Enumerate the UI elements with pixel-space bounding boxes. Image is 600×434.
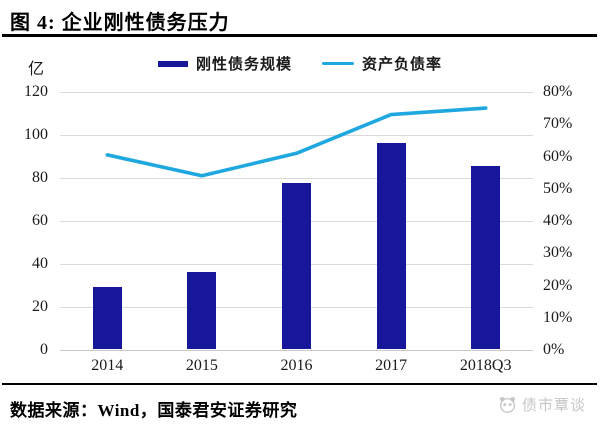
left-axis-tick: 120: [24, 83, 48, 100]
bar-2015: [187, 271, 217, 349]
data-source-note: 数据来源：Wind，国泰君安证券研究: [10, 401, 298, 420]
left-axis-tick: 20: [32, 298, 48, 315]
right-axis-tick: 70%: [543, 115, 573, 133]
chart-legend: 刚性债务规模 资产负债率: [0, 53, 600, 74]
x-axis-baseline: [60, 350, 533, 351]
figure-bottom-divider: [2, 383, 597, 385]
watermark-text: 债市覃谈: [521, 398, 586, 414]
plot-area: [60, 92, 533, 351]
x-axis-tick: 2014: [91, 357, 124, 374]
line-series: [105, 106, 488, 178]
line-series-swatch: [322, 61, 354, 66]
bar-2018Q3: [471, 166, 501, 349]
asset-liability-ratio-line: [105, 106, 488, 178]
x-axis-tick: 2015: [185, 357, 218, 374]
right-axis-tick: 60%: [543, 147, 573, 165]
panda-logo-icon: [499, 396, 515, 413]
bar-2017: [376, 142, 406, 349]
bar-series-swatch: [157, 60, 188, 67]
left-axis-tick: 60: [32, 212, 48, 229]
title-divider: [2, 34, 597, 37]
gridline: [60, 92, 533, 93]
x-axis-tick: 2018Q3: [459, 357, 512, 374]
x-axis-tick: 2017: [375, 357, 408, 374]
left-axis-tick: 80: [32, 169, 48, 186]
gridline: [60, 178, 533, 179]
right-axis-tick: 80%: [543, 83, 573, 100]
bar-series-label: 刚性债务规模: [195, 57, 292, 73]
left-axis-tick: 40: [32, 255, 48, 272]
right-axis: 80% 70% 60% 50% 40% 30% 20% 10% 0%: [543, 83, 593, 358]
x-axis-tick: 2016: [280, 357, 313, 374]
figure-title: 图 4: 企业刚性债务压力: [10, 12, 230, 34]
right-axis-tick: 50%: [543, 179, 573, 197]
right-axis-tick: 0%: [543, 341, 565, 358]
left-axis-tick: 100: [24, 126, 48, 143]
bar-2014: [92, 286, 122, 349]
right-axis-tick: 40%: [543, 212, 573, 229]
left-axis-unit-label: 亿: [28, 61, 45, 78]
gridline: [60, 135, 533, 136]
x-axis: 2014 2015 2016 2017 2018Q3: [60, 357, 533, 377]
line-series-label: 资产负债率: [362, 57, 443, 73]
right-axis-tick: 10%: [543, 308, 573, 326]
bar-2016: [282, 183, 311, 349]
left-axis-tick: 0: [40, 341, 48, 358]
right-axis-tick: 30%: [543, 244, 573, 262]
watermark: 债市覃谈: [498, 394, 586, 415]
right-axis-tick: 20%: [543, 276, 573, 294]
left-axis: 120 100 80 60 40 20 0: [0, 83, 48, 358]
